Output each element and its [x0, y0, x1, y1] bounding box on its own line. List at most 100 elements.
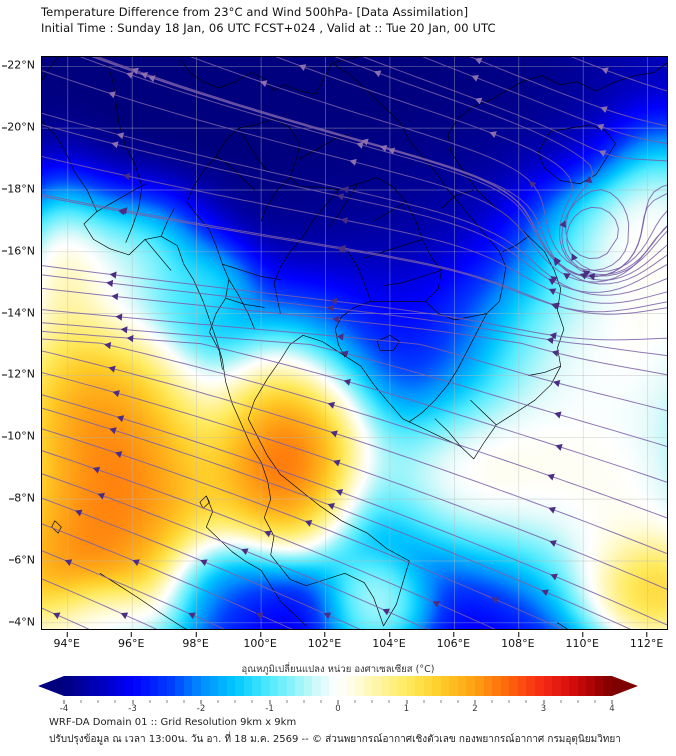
colorbar-label: อุณหภูมิเปลี่ยนแปลง หน่วย องศาเซลเซียส (…	[241, 664, 435, 675]
colorbar-swatch	[423, 676, 433, 696]
colorbar-swatch	[201, 676, 210, 696]
y-tick-4: 4°N	[9, 615, 35, 628]
x-tick-96: 96°E	[118, 632, 144, 650]
colorbar-tick	[303, 700, 305, 703]
colorbar-swatch	[303, 676, 313, 696]
colorbar-swatch	[509, 676, 518, 696]
x-tick-106: 106°E	[437, 632, 470, 650]
y-tick-18: 18°N	[2, 182, 35, 195]
colorbar-tick-label-4: 4	[609, 704, 615, 714]
colorbar-swatch	[295, 676, 304, 696]
colorbar-swatch	[389, 676, 398, 696]
colorbar-swatch	[586, 676, 595, 696]
x-tick-mark	[260, 632, 262, 637]
y-tick-10: 10°N	[2, 430, 35, 443]
colorbar-under-cap	[38, 676, 64, 696]
footer-line-1: WRF-DA Domain 01 :: Grid Resolution 9km …	[49, 717, 297, 728]
colorbar-swatch	[440, 676, 450, 696]
colorbar-tick	[63, 700, 65, 704]
y-tick-mark	[2, 312, 8, 314]
colorbar-swatch	[89, 676, 99, 696]
colorbar-tick-label-1: 1	[403, 704, 410, 714]
colorbar-swatch	[577, 676, 587, 696]
colorbar-swatch	[278, 676, 287, 696]
colorbar-tick	[354, 700, 356, 703]
colorbar-tick	[525, 700, 527, 703]
colorbar-tick	[217, 700, 219, 703]
colorbar-tick	[320, 700, 322, 703]
colorbar-tick-label--2: -2	[196, 704, 206, 714]
y-tick-16: 16°N	[2, 244, 35, 257]
colorbar-tick-label-3: 3	[540, 704, 547, 714]
x-tick-mark	[131, 632, 133, 637]
x-tick-mark	[66, 632, 68, 637]
y-tick-mark	[9, 498, 15, 500]
colorbar-tick	[543, 700, 544, 704]
colorbar	[38, 676, 638, 696]
title-line-2: Initial Time : Sunday 18 Jan, 06 UTC FCS…	[41, 21, 496, 35]
map-plot-area: 4°N 6°N 8°N 10°N 12°N 14°N 16°N 18°N 20°N 22°N 94…	[2, 56, 668, 650]
colorbar-tick	[423, 700, 425, 703]
colorbar-swatch	[252, 676, 261, 696]
wind-streamlines	[42, 57, 667, 629]
colorbar-swatch	[397, 676, 407, 696]
x-tick-110: 110°E	[566, 632, 599, 650]
colorbar-swatch	[98, 676, 107, 696]
colorbar-swatch	[594, 676, 604, 696]
colorbar-tick	[200, 700, 202, 704]
colorbar-swatch	[132, 676, 142, 696]
colorbar-tick-label-2: 2	[472, 704, 478, 714]
colorbar-axis: -4 -3 -2 -1 0 1 2 3 4	[60, 700, 615, 716]
colorbar-tick	[234, 700, 236, 703]
x-tick-112: 112°E	[630, 632, 663, 650]
colorbar-swatch	[158, 676, 167, 696]
colorbar-tick-label--1: -1	[265, 704, 274, 714]
colorbar-swatch	[346, 676, 356, 696]
colorbar-tick	[577, 700, 579, 703]
colorbar-tick	[508, 700, 510, 703]
colorbar-tick	[594, 700, 596, 703]
colorbar-swatch	[380, 676, 390, 696]
colorbar-swatch	[526, 676, 535, 696]
colorbar-tick	[440, 700, 442, 703]
x-tick-104: 104°E	[372, 632, 406, 650]
y-tick-mark	[2, 250, 8, 252]
colorbar-tick	[491, 700, 493, 703]
colorbar-tick	[269, 700, 270, 704]
colorbar-swatch	[517, 676, 527, 696]
colorbar-swatch	[149, 676, 159, 696]
y-tick-mark	[2, 374, 8, 376]
footer-block: WRF-DA Domain 01 :: Grid Resolution 9km …	[49, 714, 659, 748]
colorbar-tick	[457, 700, 459, 703]
y-tick-14: 14°N	[2, 306, 35, 319]
x-tick-mark	[195, 632, 197, 637]
colorbar-swatch	[338, 676, 347, 696]
x-tick-mark	[517, 632, 519, 637]
colorbar-swatch	[243, 676, 253, 696]
colorbar-swatch	[432, 676, 441, 696]
colorbar-tick	[611, 700, 613, 704]
x-tick-108: 108°E	[501, 632, 535, 650]
colorbar-swatch	[166, 676, 176, 696]
y-tick-8: 8°N	[9, 492, 35, 505]
y-tick-mark	[2, 127, 8, 129]
colorbar-tick	[371, 700, 373, 703]
colorbar-tick	[166, 700, 168, 703]
colorbar-swatch	[175, 676, 184, 696]
colorbar-gradient	[64, 676, 612, 696]
y-tick-22: 22°N	[2, 59, 35, 72]
colorbar-swatch	[560, 676, 570, 696]
colorbar-swatch	[329, 676, 338, 696]
colorbar-swatch	[415, 676, 424, 696]
x-tick-mark	[646, 632, 648, 637]
colorbar-swatch	[72, 676, 82, 696]
x-tick-mark	[388, 632, 390, 637]
colorbar-tick	[149, 700, 151, 703]
colorbar-tick	[80, 700, 82, 703]
colorbar-swatch	[569, 676, 578, 696]
x-tick-mark	[324, 632, 326, 637]
y-tick-mark	[2, 188, 8, 190]
colorbar-swatch	[355, 676, 364, 696]
x-tick-98: 98°E	[182, 632, 209, 650]
colorbar-swatch	[483, 676, 493, 696]
